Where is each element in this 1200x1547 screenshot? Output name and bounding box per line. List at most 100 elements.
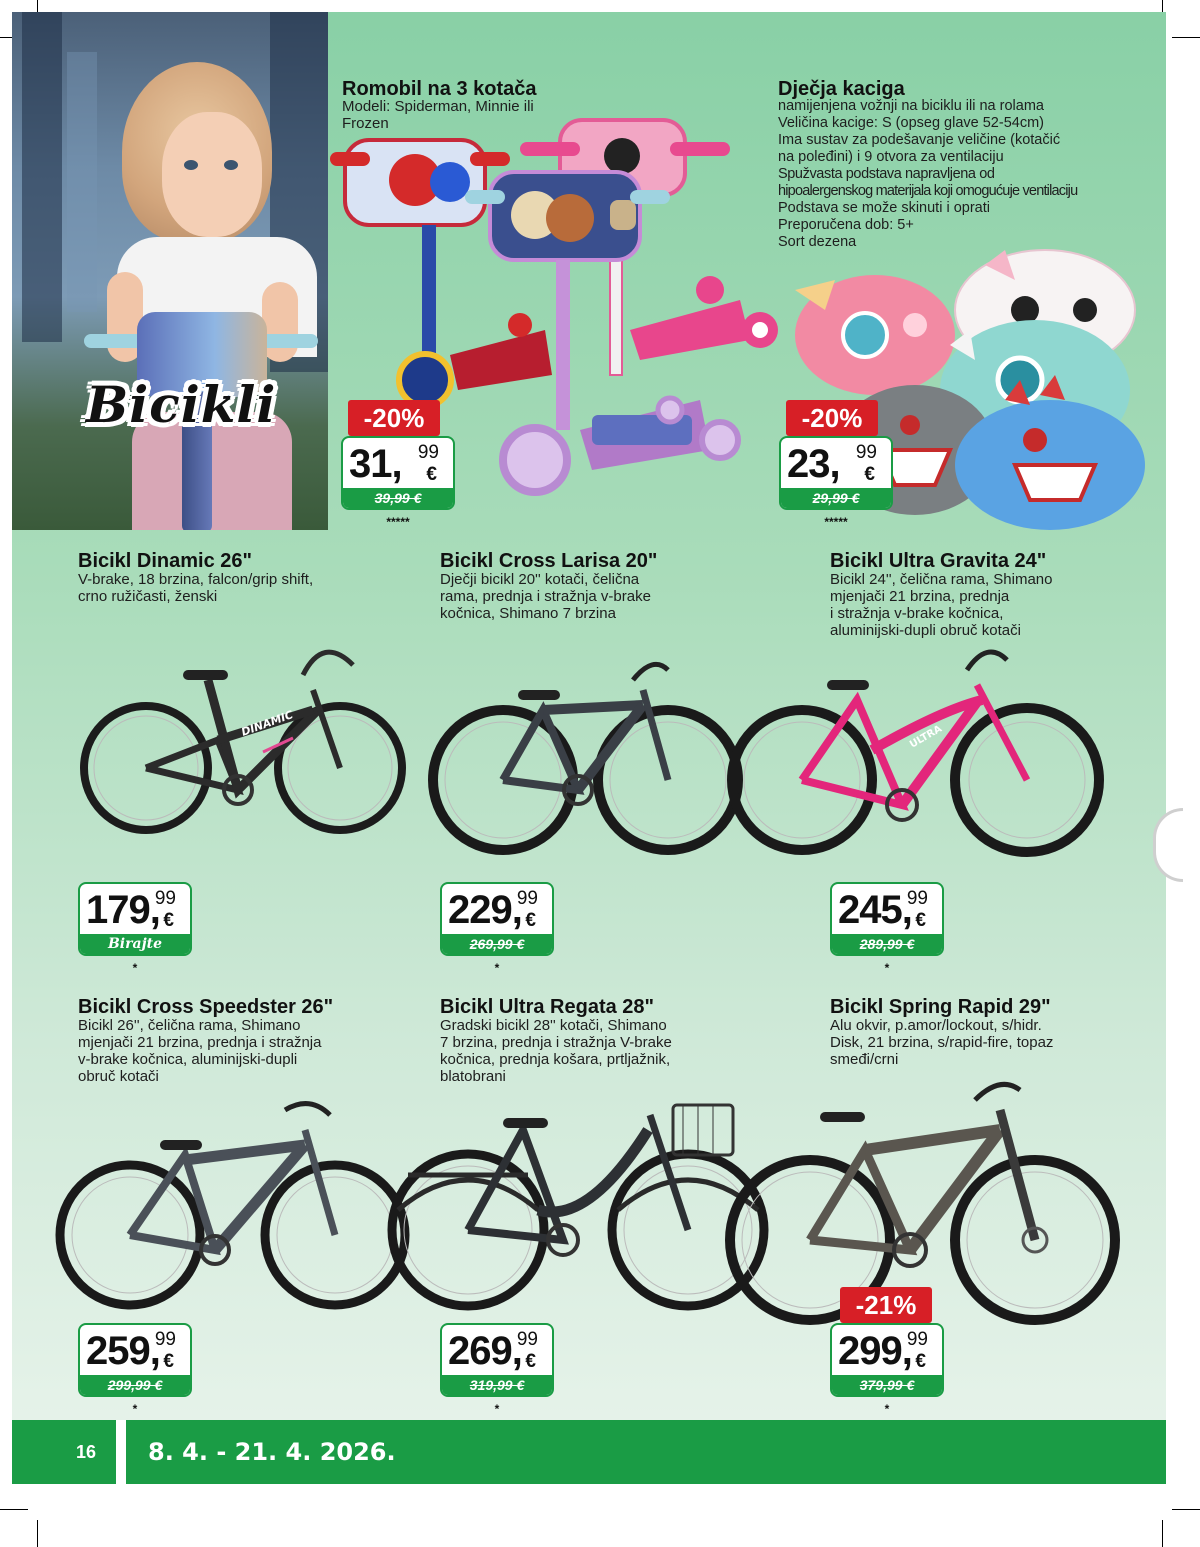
scooter-desc: Modeli: Spiderman, Minnie ili Frozen (342, 98, 534, 132)
page-number: 16 (76, 1442, 97, 1462)
footer-separator (116, 1420, 126, 1484)
price-cents: 99 (154, 888, 176, 909)
crop-mark (1172, 37, 1200, 38)
price-main: 31, (349, 442, 403, 486)
price-main: 299, (838, 1329, 913, 1373)
rapid-title: Bicikl Spring Rapid 29" (830, 996, 1051, 1018)
desc-line: mjenjači 21 brzina, prednja (830, 588, 1010, 605)
desc-line: i stražnja v-brake kočnica, (830, 605, 1004, 622)
price-currency: € (915, 1351, 926, 1372)
desc-line: Dječji bicikl 20'' kotači, čelična (440, 571, 640, 588)
crop-mark (37, 1520, 38, 1547)
regata-bike-image (387, 1103, 769, 1311)
stars-note: ***** (824, 515, 848, 529)
hero-title: Bicikli (86, 375, 277, 434)
dinamic-desc: V-brake, 18 brzina, falcon/grip shift, c… (78, 571, 313, 605)
desc-line: Spužvasta podstava napravljena od (778, 166, 995, 182)
stars-note: * (494, 1402, 500, 1416)
price-currency: € (163, 1351, 174, 1372)
price-cents: 99 (154, 1329, 176, 1350)
old-price: 379,99 € (832, 1375, 942, 1395)
price-cents: 99 (516, 1329, 538, 1350)
desc-line: Podstava se može skinuti i oprati (778, 200, 990, 216)
desc-line: V-brake, 18 brzina, falcon/grip shift, (78, 571, 314, 588)
crop-mark (1172, 1509, 1200, 1510)
desc-line: Gradski bicikl 28'' kotači, Shimano (440, 1017, 667, 1034)
price-cents: 99 (417, 442, 439, 463)
desc-line: Bicikl 26'', čelična rama, Shimano (78, 1017, 301, 1034)
price-cents: 99 (906, 1329, 928, 1350)
rapid-discount-badge: -21% (840, 1287, 932, 1323)
old-price: 29,99 € (781, 488, 891, 508)
larisa-price-box: 229, 99 € 269,99 € (440, 882, 554, 956)
old-price: 299,99 € (80, 1375, 190, 1395)
stars-note: * (884, 1402, 890, 1416)
speedster-title: Bicikl Cross Speedster 26" (78, 996, 334, 1018)
hero-photo (12, 12, 328, 530)
desc-line: kočnica, prednja košara, prtljažnik, (440, 1051, 671, 1068)
old-price: 269,99 € (442, 934, 552, 954)
regata-title: Bicikl Ultra Regata 28" (440, 996, 655, 1018)
slogan-strip: Birajte mudro! (80, 934, 190, 954)
larisa-bike-image (428, 661, 743, 855)
price-main: 179, (86, 888, 161, 932)
price-main: 269, (448, 1329, 523, 1373)
gravita-title: Bicikl Ultra Gravita 24" (830, 550, 1047, 572)
speedster-bike-image (55, 1101, 410, 1310)
price-cents: 99 (516, 888, 538, 909)
old-price: 289,99 € (832, 934, 942, 954)
desc-line: Sort dezena (778, 234, 857, 250)
price-currency: € (525, 910, 536, 931)
stars-note: * (132, 1402, 138, 1416)
price-cents: 99 (855, 442, 877, 463)
speedster-desc: Bicikl 26'', čelična rama, Shimano mjenj… (78, 1017, 321, 1085)
desc-line: namijenjena vožnji na biciklu ili na rol… (778, 98, 1044, 114)
gravita-bike-image: ULTRA (727, 649, 1104, 857)
rapid-bike-image (725, 1081, 1120, 1325)
desc-line: crno ružičasti, ženski (78, 588, 218, 605)
desc-line: rama, prednja i stražnja v-brake (440, 588, 651, 605)
old-price: 319,99 € (442, 1375, 552, 1395)
larisa-desc: Dječji bicikl 20'' kotači, čelična rama,… (440, 571, 651, 622)
desc-line: blatobrani (440, 1068, 506, 1085)
rapid-price-box: 299, 99 € 379,99 € (830, 1323, 944, 1397)
helmet-discount-badge: -20% (786, 400, 878, 436)
price-currency: € (915, 910, 926, 931)
scooter-price-box: 31, 99 € 39,99 € (341, 436, 455, 510)
speedster-price-box: 259, 99 € 299,99 € (78, 1323, 192, 1397)
scooter-discount-badge: -20% (348, 400, 440, 436)
larisa-title: Bicikl Cross Larisa 20" (440, 550, 658, 572)
price-main: 23, (787, 442, 841, 486)
price-main: 245, (838, 888, 913, 932)
price-main: 229, (448, 888, 523, 932)
price-currency: € (163, 910, 174, 931)
crop-mark (0, 1509, 28, 1510)
regata-desc: Gradski bicikl 28'' kotači, Shimano 7 br… (440, 1017, 672, 1085)
crop-mark (1162, 1520, 1163, 1547)
stars-note: ***** (386, 515, 410, 529)
desc-line: Veličina kacige: S (opseg glave 52-54cm) (778, 115, 1044, 131)
desc-line: mjenjači 21 brzina, prednja i stražnja (78, 1034, 322, 1051)
desc-line: kočnica, Shimano 7 brzina (440, 605, 616, 622)
stars-note: * (494, 961, 500, 975)
desc-line: smeđi/crni (830, 1051, 899, 1068)
stars-note: * (132, 961, 138, 975)
desc-line: Modeli: Spiderman, Minnie ili (342, 98, 534, 115)
rapid-desc: Alu okvir, p.amor/lockout, s/hidr. Disk,… (830, 1017, 1053, 1068)
helmet-price-box: 23, 99 € 29,99 € (779, 436, 893, 510)
dinamic-bike-image: DINAMIC (80, 649, 406, 834)
desc-line: Bicikl 24'', čelična rama, Shimano (830, 571, 1053, 588)
desc-line: Disk, 21 brzina, s/rapid-fire, topaz (830, 1034, 1054, 1051)
desc-line: Frozen (342, 115, 389, 132)
gravita-desc: Bicikl 24'', čelična rama, Shimano mjenj… (830, 571, 1053, 639)
old-price: 39,99 € (343, 488, 453, 508)
scooter-title: Romobil na 3 kotača (342, 78, 537, 100)
desc-line: v-brake kočnica, aluminijski-dupli (78, 1051, 298, 1068)
desc-line: obruč kotači (78, 1068, 159, 1085)
regata-price-box: 269, 99 € 319,99 € (440, 1323, 554, 1397)
helmet-desc: namijenjena vožnji na biciklu ili na rol… (778, 98, 1078, 251)
helmet-title: Dječja kaciga (778, 78, 905, 100)
desc-line: 7 brzina, prednja i stražnja V-brake (440, 1034, 672, 1051)
stars-note: * (884, 961, 890, 975)
dinamic-title: Bicikl Dinamic 26" (78, 550, 253, 572)
